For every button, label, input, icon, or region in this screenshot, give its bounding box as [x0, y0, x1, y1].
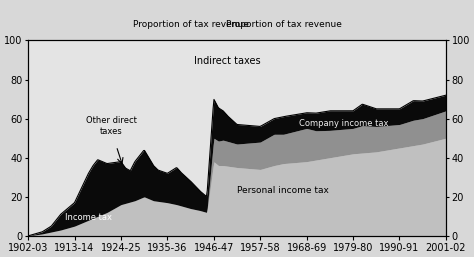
Text: Proportion of tax revenue: Proportion of tax revenue	[226, 20, 341, 29]
Text: Proportion of tax revenue: Proportion of tax revenue	[133, 20, 248, 29]
Text: Other direct
taxes: Other direct taxes	[86, 116, 137, 136]
Text: Indirect taxes: Indirect taxes	[194, 56, 261, 66]
Text: Income tax: Income tax	[65, 213, 112, 222]
Text: Company income tax: Company income tax	[299, 120, 389, 128]
Text: Personal income tax: Personal income tax	[237, 186, 329, 195]
